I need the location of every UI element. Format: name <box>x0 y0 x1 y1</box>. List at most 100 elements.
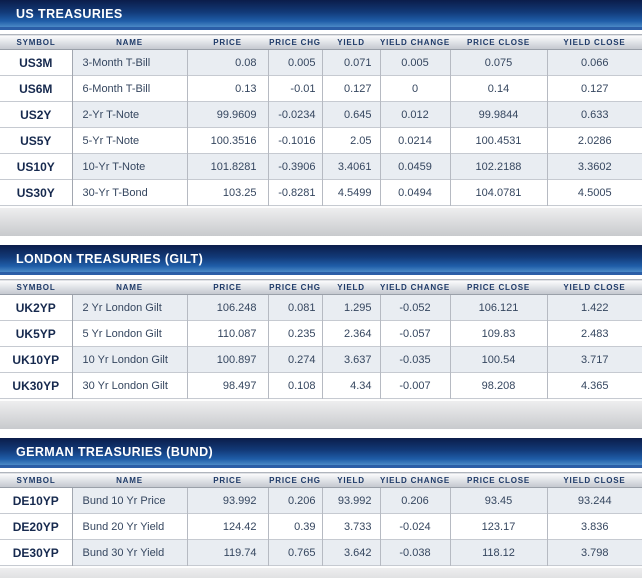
cell-symbol: DE30YP <box>0 539 73 566</box>
cell-yield: 0.071 <box>322 49 381 76</box>
cell-price: 110.087 <box>187 320 269 347</box>
cell-yield: 0.127 <box>322 75 381 102</box>
cell-symbol: US6M <box>0 75 73 102</box>
cell-price-chg: 0.274 <box>268 346 323 373</box>
cell-yield: 1.295 <box>322 294 381 321</box>
cell-price-close: 100.54 <box>450 346 548 373</box>
column-header-price: PRICE <box>187 472 268 488</box>
cell-yield-change: 0.0214 <box>380 127 451 154</box>
cell-name: 10 Yr London Gilt <box>72 346 188 373</box>
cell-yield-change: 0.012 <box>380 101 451 128</box>
cell-price-close: 98.208 <box>450 372 548 399</box>
column-header-yield: YIELD <box>322 279 380 295</box>
cell-yield-change: -0.007 <box>380 372 451 399</box>
cell-price: 100.3516 <box>187 127 269 154</box>
cell-yield: 4.34 <box>322 372 381 399</box>
cell-symbol: DE10YP <box>0 487 73 514</box>
table-row: US10Y 10-Yr T-Note 101.8281 -0.3906 3.4061 0.… <box>0 153 642 180</box>
cell-name: 30-Yr T-Bond <box>72 179 188 206</box>
column-header-price: PRICE <box>187 279 268 295</box>
cell-price-close: 106.121 <box>450 294 548 321</box>
cell-yield-change: -0.024 <box>380 513 451 540</box>
cell-price: 119.74 <box>187 539 269 566</box>
cell-yield-close: 2.483 <box>580 327 609 340</box>
column-header-yield-close: YIELD CLOSE <box>547 472 642 488</box>
cell-price-close: 118.12 <box>450 539 548 566</box>
cell-price: 124.42 <box>187 513 269 540</box>
table-row: US6M 6-Month T-Bill 0.13 -0.01 0.127 0 0.14 0.1… <box>0 75 642 102</box>
table-row: UK10YP 10 Yr London Gilt 100.897 0.274 3.637… <box>0 346 642 373</box>
section-header-bar: GERMAN TREASURIES (BUND) <box>0 438 642 468</box>
section-footer-bar <box>0 206 642 236</box>
cell-yield-close: 2.0286 <box>577 134 612 147</box>
cell-name: Bund 10 Yr Price <box>72 487 188 514</box>
cell-name: 30 Yr London Gilt <box>72 372 188 399</box>
cell-symbol: UK5YP <box>0 320 73 347</box>
cell-price-chg: -0.01 <box>268 75 323 102</box>
cell-price-chg: 0.005 <box>268 49 323 76</box>
column-header-symbol: SYMBOL <box>0 472 72 488</box>
column-header-name: NAME <box>72 34 187 50</box>
cell-price-chg: 0.081 <box>268 294 323 321</box>
cell-price-close: 123.17 <box>450 513 548 540</box>
cell-yield-close: 0.127 <box>580 82 609 95</box>
cell-price: 101.8281 <box>187 153 269 180</box>
table-row: DE20YP Bund 20 Yr Yield 124.42 0.39 3.733 -0.… <box>0 513 642 540</box>
cell-price: 0.08 <box>187 49 269 76</box>
table-body: DE10YP Bund 10 Yr Price 93.992 0.206 93.992 0… <box>0 487 642 566</box>
cell-symbol: UK10YP <box>0 346 73 373</box>
column-header-row: SYMBOL NAME PRICE PRICE CHG YIELD YIELD CHANG… <box>0 279 642 295</box>
cell-yield-change: 0 <box>380 75 451 102</box>
cell-yield-close: 4.365 <box>580 379 609 392</box>
column-header-yield: YIELD <box>322 34 380 50</box>
cell-price-chg: 0.765 <box>268 539 323 566</box>
cell-yield: 4.5499 <box>322 179 381 206</box>
section-header-bar: US TREASURIES <box>0 0 642 30</box>
cell-symbol: UK2YP <box>0 294 73 321</box>
german-treasuries-section: GERMAN TREASURIES (BUND) SYMBOL NAME PRICE… <box>0 438 642 578</box>
cell-yield: 3.4061 <box>322 153 381 180</box>
cell-symbol: DE20YP <box>0 513 73 540</box>
table-row: UK30YP 30 Yr London Gilt 98.497 0.108 4.34 -0… <box>0 372 642 399</box>
cell-yield-change: -0.035 <box>380 346 451 373</box>
cell-yield-close: 0.066 <box>547 49 642 76</box>
cell-price-close: 0.075 <box>450 49 548 76</box>
cell-price-chg: 0.206 <box>268 487 323 514</box>
cell-yield: 2.364 <box>322 320 381 347</box>
cell-price-chg: -0.3906 <box>268 153 323 180</box>
cell-yield-close: 3.836 <box>580 520 609 533</box>
cell-yield-close: 3.3602 <box>547 153 642 180</box>
us-treasuries-section: US TREASURIES SYMBOL NAME PRICE PRICE CHG YI… <box>0 0 642 236</box>
cell-price-close: 102.2188 <box>450 153 548 180</box>
column-header-symbol: SYMBOL <box>0 279 72 295</box>
cell-yield-close: 3.798 <box>547 539 642 566</box>
cell-name: 6-Month T-Bill <box>72 75 188 102</box>
cell-yield-change: 0.005 <box>380 49 451 76</box>
treasuries-table: SYMBOL NAME PRICE PRICE CHG YIELD YIELD CHANG… <box>0 34 642 206</box>
cell-yield-close: 4.5005 <box>577 186 612 199</box>
cell-symbol: US30Y <box>0 179 73 206</box>
column-header-name: NAME <box>72 472 187 488</box>
column-header-price-close: PRICE CLOSE <box>450 34 547 50</box>
cell-yield-close: 93.244 <box>547 487 642 514</box>
cell-name: Bund 30 Yr Yield <box>72 539 188 566</box>
section-footer-bar <box>0 566 642 578</box>
cell-yield-change: 0.206 <box>380 487 451 514</box>
cell-price-chg: 0.235 <box>268 320 323 347</box>
cell-price: 106.248 <box>187 294 269 321</box>
treasuries-table: SYMBOL NAME PRICE PRICE CHG YIELD YIELD CHANG… <box>0 472 642 566</box>
cell-yield-change: 0.0459 <box>380 153 451 180</box>
section-title: US TREASURIES <box>16 6 123 21</box>
cell-price: 100.897 <box>187 346 269 373</box>
column-header-price-close: PRICE CLOSE <box>450 279 547 295</box>
cell-yield-change: -0.052 <box>380 294 451 321</box>
column-header-row: SYMBOL NAME PRICE PRICE CHG YIELD YIELD CHANG… <box>0 472 642 488</box>
column-header-yield-close: YIELD CLOSE <box>547 279 642 295</box>
cell-name: Bund 20 Yr Yield <box>72 513 188 540</box>
cell-price: 98.497 <box>187 372 269 399</box>
cell-yield-change: -0.038 <box>380 539 451 566</box>
section-title: LONDON TREASURIES (GILT) <box>16 251 204 266</box>
column-header-price-chg: PRICE CHG <box>268 279 322 295</box>
cell-name: 10-Yr T-Note <box>72 153 188 180</box>
table-row: DE30YP Bund 30 Yr Yield 119.74 0.765 3.642 -0… <box>0 539 642 566</box>
